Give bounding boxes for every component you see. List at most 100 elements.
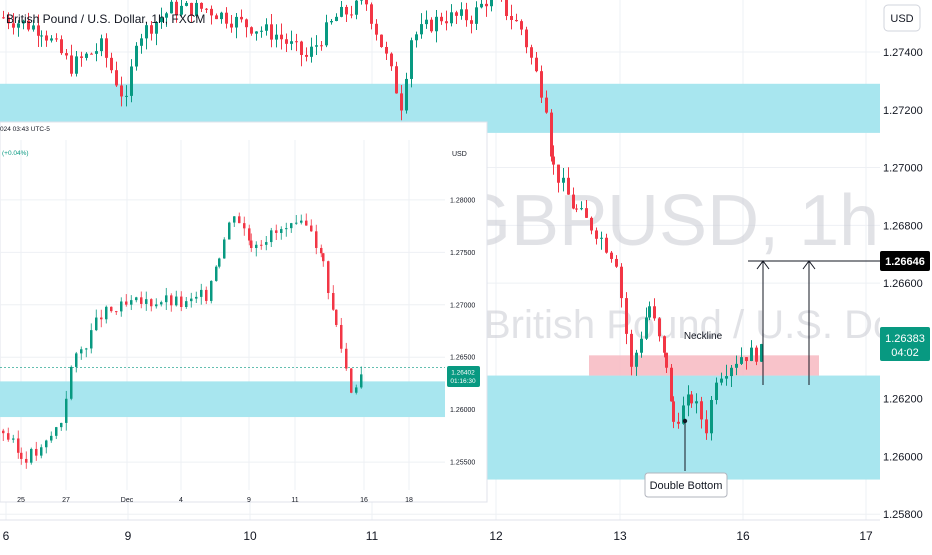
inset-candle-body xyxy=(75,353,78,367)
main-candle-body xyxy=(215,15,218,20)
inset-candle-body xyxy=(35,448,38,456)
main-candle-body xyxy=(672,401,675,422)
inset-candle-body xyxy=(115,311,118,313)
inset-candle-body xyxy=(160,302,163,305)
main-candle-body xyxy=(405,78,408,111)
main-candle-body xyxy=(515,19,518,22)
main-candle-body xyxy=(648,306,651,318)
main-candle-body xyxy=(750,347,753,362)
inset-candle-body xyxy=(12,438,15,440)
inset-candle-body xyxy=(70,366,73,399)
inset-candle-body xyxy=(327,261,330,294)
main-candle-body xyxy=(65,53,68,56)
inset-candle-body xyxy=(295,222,298,224)
main-candle-body xyxy=(200,2,203,9)
inset-y-tick-label: 1.27000 xyxy=(450,302,475,309)
inset-y-tick-label: 1.26000 xyxy=(450,407,475,414)
main-candle-body xyxy=(755,347,758,362)
inset-x-tick-label: 18 xyxy=(405,497,413,504)
inset-zone xyxy=(0,367,445,418)
main-candle-body xyxy=(105,38,108,58)
annotations: Neckline Double Bottom xyxy=(644,260,880,498)
inset-candle-body xyxy=(165,295,168,303)
inset-price-badge: 1.26402 01:16:30 xyxy=(447,366,480,387)
main-x-tick-label: 9 xyxy=(125,529,132,543)
inset-header: 024 03:43 UTC-5 xyxy=(0,126,50,133)
inset-x-tick-label: 9 xyxy=(247,497,251,504)
inset-candle-body xyxy=(305,220,308,226)
main-candle-body xyxy=(130,66,133,96)
main-candle-body xyxy=(465,9,468,21)
main-candle-body xyxy=(375,23,378,35)
inset-candle-body xyxy=(260,244,263,246)
main-candle-body xyxy=(670,367,673,402)
inset-candle-body xyxy=(25,458,28,463)
currency-label: USD xyxy=(890,13,913,25)
main-candle-body xyxy=(315,45,318,47)
inset-candle-body xyxy=(50,435,53,441)
main-x-tick-label: 12 xyxy=(489,529,503,543)
inset-candle-body xyxy=(340,324,343,349)
inset-candle-body xyxy=(310,225,313,232)
main-candle-body xyxy=(55,38,58,40)
main-candle-body xyxy=(705,419,708,434)
inset-candle-body xyxy=(233,216,236,223)
main-candle-body xyxy=(285,39,288,44)
main-candle-body xyxy=(557,164,560,183)
inset-candle-body xyxy=(175,296,178,306)
main-candle-body xyxy=(658,318,661,337)
inset-y-tick-label: 1.26500 xyxy=(450,355,475,362)
main-y-tick-label: 1.27400 xyxy=(883,47,923,59)
double-bottom-dot xyxy=(682,418,688,424)
inset-candle-body xyxy=(150,299,153,307)
inset-candle-body xyxy=(2,430,5,434)
main-candle-body xyxy=(275,34,278,40)
main-candle-body xyxy=(32,25,35,30)
main-candle-body xyxy=(490,0,493,7)
inset-candle-body xyxy=(255,244,258,249)
main-x-tick-label: 11 xyxy=(366,529,379,543)
main-candle-body xyxy=(295,41,298,43)
currency-button[interactable] xyxy=(883,4,921,32)
inset-candle-body xyxy=(322,253,325,262)
main-candle-body xyxy=(530,47,533,58)
main-candle-body xyxy=(170,1,173,14)
double-bottom-box xyxy=(644,472,728,498)
inset-candle-body xyxy=(190,298,193,302)
inset-candle-body xyxy=(335,309,338,325)
main-candle-body xyxy=(420,24,423,35)
inset-last-price: 1.26402 xyxy=(451,370,475,377)
main-candle-body xyxy=(415,34,418,41)
main-candle-body xyxy=(160,17,163,23)
main-candle-body xyxy=(440,16,443,22)
main-candle-body xyxy=(12,23,15,28)
main-candle-body xyxy=(695,401,698,404)
main-candle-body xyxy=(70,55,73,74)
main-time-axis[interactable]: 6 9 10 11 12 13 16 17 xyxy=(0,519,932,550)
main-price-axis[interactable]: 1.27400 1.27200 1.27000 1.26800 1.26600 1.262… xyxy=(880,0,932,521)
main-candle-body xyxy=(255,31,258,34)
main-y-tick-label: 1.26800 xyxy=(883,220,923,232)
inset-time-axis[interactable]: 25 27 Dec 4 9 11 16 18 xyxy=(17,497,413,504)
inset-candle-body xyxy=(350,368,353,393)
main-candle-body xyxy=(620,266,623,299)
inset-x-tick-label: 4 xyxy=(179,497,183,504)
inset-candle-body xyxy=(275,230,278,233)
inset-candle-body xyxy=(130,300,133,305)
main-candle-body xyxy=(325,22,328,46)
main-candle-body xyxy=(450,12,453,24)
inset-candle-body xyxy=(65,398,68,423)
main-x-tick-label: 17 xyxy=(859,529,873,543)
inset-candle-body xyxy=(332,293,335,310)
inset-y-tick-label: 1.28000 xyxy=(450,197,475,204)
main-candle-body xyxy=(630,333,633,367)
inset-price-axis[interactable]: 1.28000 1.27500 1.27000 1.26500 1.26000 1.255… xyxy=(450,197,475,466)
main-candle-body xyxy=(95,51,98,54)
inset-candle-body xyxy=(315,231,318,248)
inset-candle-body xyxy=(200,289,203,297)
main-candle-body xyxy=(260,30,263,32)
inset-candle-body xyxy=(238,216,241,224)
inset-chart[interactable]: 024 03:43 UTC-5 (+0.04%) USD 1.28000 1.27… xyxy=(0,121,488,504)
